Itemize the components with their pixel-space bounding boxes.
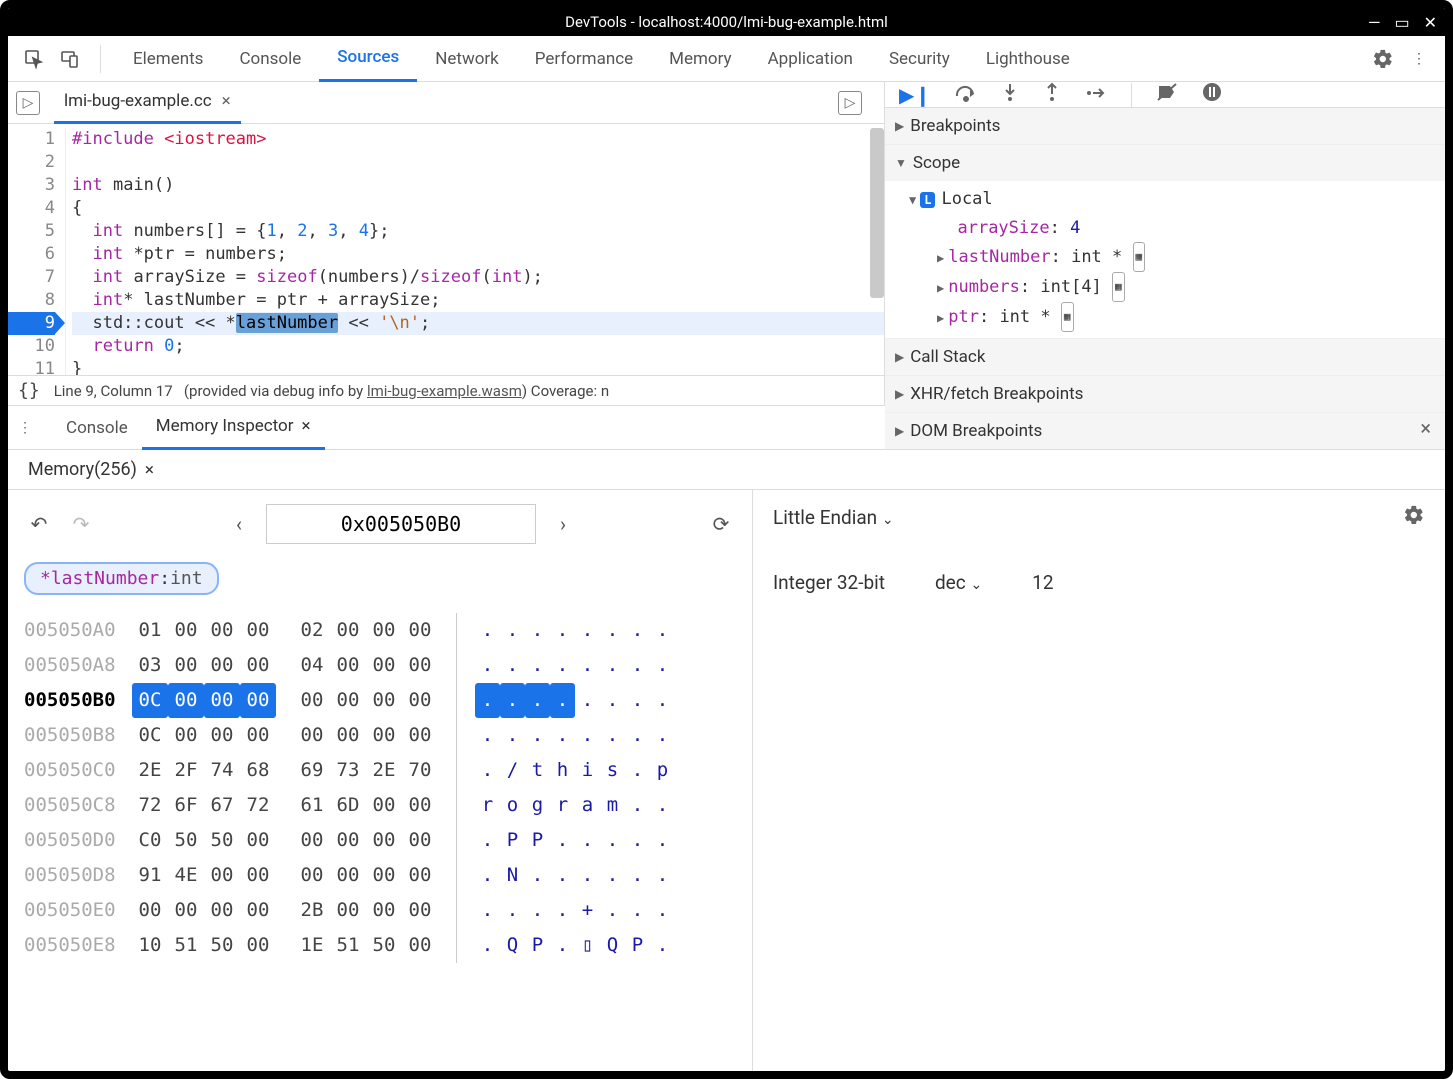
scope-local[interactable]: ▼LLocal [909,185,1435,214]
tab-memory-inspector[interactable]: Memory Inspector × [142,406,325,450]
redo-icon[interactable]: ↷ [66,512,96,536]
next-page-icon[interactable]: › [548,512,578,536]
close-drawer-icon[interactable]: × [1420,416,1431,440]
pause-exceptions-icon[interactable] [1202,82,1222,107]
braces-icon[interactable]: {} [18,380,40,401]
memory-tab[interactable]: Memory(256) × [18,450,164,490]
refresh-icon[interactable]: ⟳ [706,512,736,536]
tab-performance[interactable]: Performance [517,36,651,82]
tab-elements[interactable]: Elements [115,36,221,82]
close-file-icon[interactable]: × [222,91,231,111]
more-icon[interactable]: ⋮ [1403,43,1435,75]
main-tab-bar: ElementsConsoleSourcesNetworkPerformance… [8,36,1445,82]
settings-icon[interactable] [1367,43,1399,75]
tab-network[interactable]: Network [417,36,517,82]
resume-icon[interactable]: ▶❙ [899,83,931,107]
step-over-icon[interactable] [955,83,977,107]
tab-security[interactable]: Security [871,36,968,82]
callstack-section[interactable]: ▶Call Stack [885,339,1445,375]
breakpoints-section[interactable]: ▶Breakpoints [885,108,1445,144]
cursor-position: Line 9, Column 17 [54,382,173,400]
address-input[interactable] [266,504,536,544]
close-icon[interactable]: ✕ [1424,13,1437,32]
run-snippet-icon[interactable]: ▷ [16,91,40,115]
close-tab-icon[interactable]: × [302,416,311,436]
status-bar: {} Line 9, Column 17 (provided via debug… [8,375,884,405]
window-title: DevTools - localhost:4000/lmi-bug-exampl… [565,13,888,31]
scope-var-ptr[interactable]: ▶ptr: int * ▦ [909,302,1435,332]
maximize-icon[interactable]: ▭ [1394,13,1409,32]
prev-page-icon[interactable]: ‹ [224,512,254,536]
value-settings-icon[interactable] [1403,504,1425,531]
hex-view[interactable]: 005050A00100000002000000........005050A8… [24,613,736,963]
int-format-select[interactable]: dec ⌄ [935,571,982,594]
scrollbar[interactable] [870,128,884,298]
debugger-toolbar: ▶❙ [885,82,1445,108]
tab-sources[interactable]: Sources [319,36,417,82]
deactivate-breakpoints-icon[interactable] [1156,82,1178,107]
pretty-print-icon[interactable]: ▷ [838,91,862,115]
step-icon[interactable] [1085,83,1107,107]
scope-var-arraySize[interactable]: arraySize: 4 [909,214,1435,242]
window-titlebar: DevTools - localhost:4000/lmi-bug-exampl… [8,8,1445,36]
drawer-more-icon[interactable]: ⋮ [18,420,32,436]
int-type-label: Integer 32-bit [773,571,885,594]
step-out-icon[interactable] [1043,82,1061,107]
int-value: 12 [1032,571,1053,594]
endian-select[interactable]: Little Endian ⌄ [773,506,894,529]
file-tab[interactable]: lmi-bug-example.cc × [54,82,241,124]
tab-memory[interactable]: Memory [651,36,749,82]
object-chip[interactable]: *lastNumber: int [24,562,219,595]
tab-lighthouse[interactable]: Lighthouse [968,36,1088,82]
undo-icon[interactable]: ↶ [24,512,54,536]
inspect-icon[interactable] [18,43,50,75]
tab-console[interactable]: Console [52,406,142,450]
wasm-link[interactable]: lmi-bug-example.wasm [367,382,522,400]
scope-var-numbers[interactable]: ▶numbers: int[4] ▦ [909,272,1435,302]
minimize-icon[interactable]: — [1368,13,1381,32]
drawer-tabs: ⋮ Console Memory Inspector × × [8,406,1445,450]
code-editor[interactable]: 123456789101112 #include <iostream>int m… [8,124,884,375]
step-into-icon[interactable] [1001,82,1019,107]
close-memory-tab-icon[interactable]: × [145,460,154,480]
scope-var-lastNumber[interactable]: ▶lastNumber: int * ▦ [909,242,1435,272]
tab-application[interactable]: Application [750,36,871,82]
scope-section[interactable]: ▼Scope [885,145,1445,181]
file-tab-label: lmi-bug-example.cc [64,91,212,111]
device-toggle-icon[interactable] [54,43,86,75]
tab-console[interactable]: Console [221,36,319,82]
